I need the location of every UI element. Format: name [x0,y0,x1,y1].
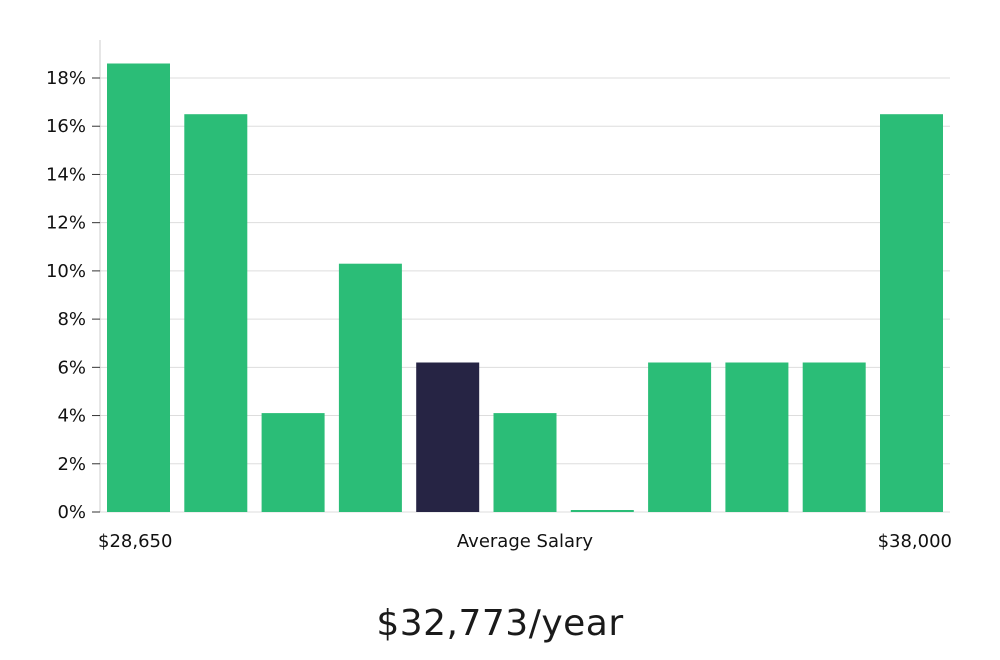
y-tick-label: 6% [57,357,86,378]
y-tick-label: 18% [46,68,86,89]
x-label-min: $28,650 [98,531,172,552]
bar [184,114,248,512]
bar [648,362,712,512]
x-label-max: $38,000 [878,531,952,552]
bars [107,63,943,512]
bar [338,263,402,512]
bar [725,362,789,512]
bar [261,413,325,512]
average-salary-value: $32,773/year [376,603,624,644]
y-tick-label: 2% [57,454,86,475]
y-tick-label: 0% [57,502,86,523]
y-tick-label: 14% [46,164,86,185]
y-tick-label: 10% [46,261,86,282]
y-tick-label: 8% [57,309,86,330]
y-tick-label: 12% [46,213,86,234]
y-tick-label: 4% [57,406,86,427]
y-tick-label: 16% [46,116,86,137]
bar [570,510,634,512]
bar-average-highlight [416,362,480,512]
bar [107,63,170,512]
bar [880,114,943,512]
x-label-center: Average Salary [457,531,594,552]
y-tick-labels: 0% 2% 4% 6% 8% 10% 12% 14% 16% 18% [46,68,100,523]
bar [802,362,866,512]
salary-histogram: 0% 2% 4% 6% 8% 10% 12% 14% 16% 18% $28,650 Averag… [46,40,952,552]
bar [493,413,557,512]
